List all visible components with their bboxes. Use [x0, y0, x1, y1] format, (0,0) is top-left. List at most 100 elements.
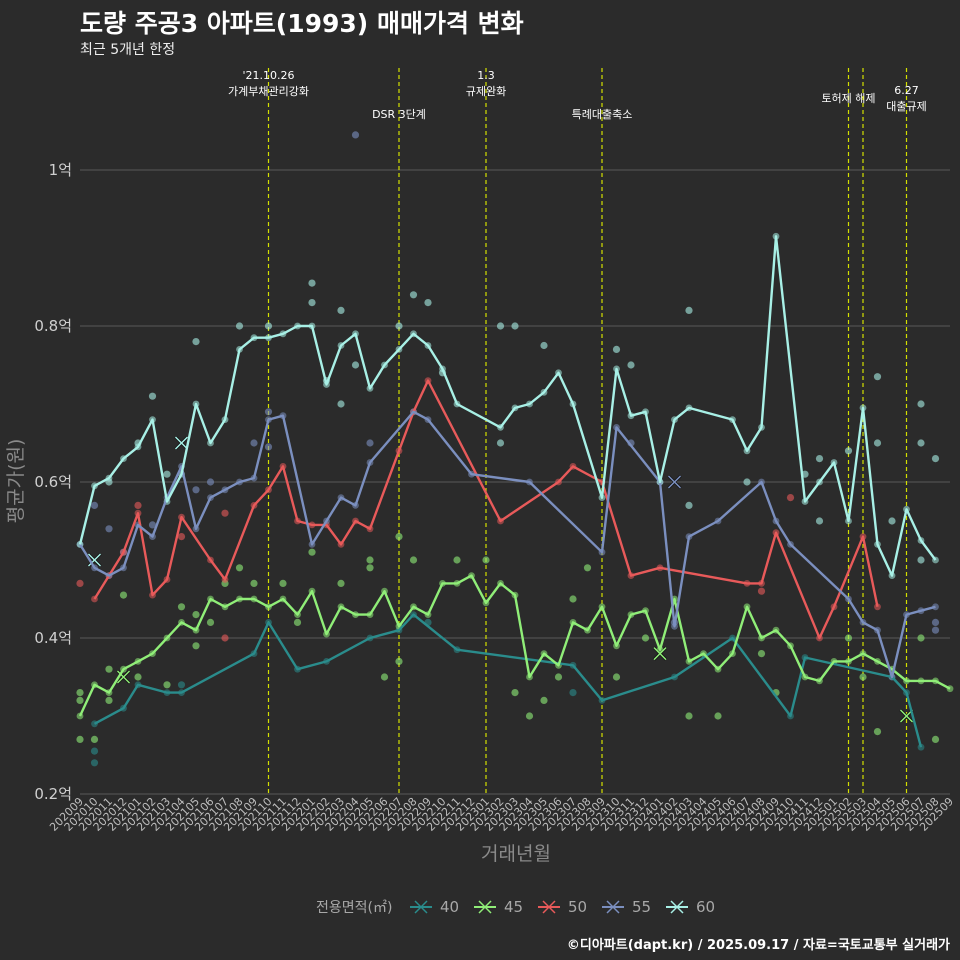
data-point: [293, 618, 302, 627]
data-point: [221, 634, 229, 642]
data-point: [177, 533, 186, 541]
data-point: [134, 673, 142, 681]
data-point: [337, 400, 345, 408]
source-caption: ©디아파트(dapt.kr) / 2025.09.17 / 자료=국토교통부 실…: [566, 938, 950, 953]
data-point: [511, 322, 519, 330]
data-point: [931, 626, 940, 634]
data-point: [192, 338, 200, 346]
data-point: [873, 728, 882, 736]
data-point: [308, 548, 316, 556]
data-point: [641, 634, 650, 642]
data-point: [90, 759, 99, 767]
data-point: [163, 681, 171, 689]
event-label: 가계부채관리강화: [228, 85, 309, 98]
data-point: [569, 689, 577, 697]
data-point: [90, 747, 99, 755]
legend-swatch-x: [542, 900, 556, 914]
data-point: [250, 439, 258, 447]
data-point: [177, 603, 186, 611]
y-tick-label: 0.8억: [34, 317, 72, 335]
event-label: 6.27: [894, 84, 919, 97]
data-point: [206, 618, 215, 627]
data-point: [105, 665, 113, 673]
point-marker-x: [667, 474, 682, 490]
data-point: [134, 501, 142, 509]
legend-swatch-x: [414, 900, 428, 914]
data-point: [235, 564, 244, 572]
data-point: [540, 341, 548, 350]
event-label: 토허제 해제: [821, 91, 875, 105]
data-point: [409, 291, 418, 299]
legend-label: 45: [504, 898, 523, 916]
data-point: [888, 517, 896, 525]
series-line-45: [78, 574, 951, 717]
data-point: [76, 696, 84, 705]
data-point: [844, 634, 853, 642]
legend-label: 60: [696, 898, 715, 916]
data-point: [873, 373, 882, 381]
series-point: [932, 603, 939, 611]
data-point: [496, 439, 505, 447]
data-point: [743, 478, 751, 486]
data-point: [264, 443, 273, 451]
data-point: [917, 634, 925, 642]
data-point: [264, 322, 273, 330]
data-point: [337, 306, 345, 314]
data-point: [351, 361, 360, 369]
series-line-60: [78, 235, 937, 577]
data-point: [583, 564, 592, 572]
event-label: 1.3: [477, 69, 495, 82]
x-axis-ticks: 2020092020102020112020122021012021022021…: [47, 795, 956, 834]
data-point: [482, 556, 490, 564]
data-point: [192, 642, 200, 650]
data-point: [148, 521, 157, 529]
data-point: [815, 455, 824, 463]
point-marker-x: [174, 435, 189, 451]
data-point: [366, 556, 374, 564]
point-marker-x: [116, 669, 131, 685]
data-point: [148, 392, 157, 400]
data-point: [453, 556, 461, 564]
event-label: 대출규제: [886, 100, 926, 113]
data-point: [235, 322, 244, 330]
series-line-40: [93, 613, 923, 748]
legend: 전용면적(㎡) 40 45 50 55 60: [316, 898, 715, 916]
data-point: [757, 650, 766, 658]
data-point: [279, 579, 287, 588]
data-point: [627, 361, 635, 369]
data-point: [714, 712, 722, 720]
point-marker-x: [87, 552, 102, 568]
legend-label: 50: [568, 898, 587, 916]
data-point: [511, 689, 519, 697]
data-point: [206, 478, 215, 486]
data-point: [192, 486, 200, 494]
data-point: [685, 501, 693, 509]
data-point: [395, 657, 403, 666]
data-point: [177, 681, 186, 689]
data-point: [859, 673, 867, 681]
data-point: [105, 696, 113, 705]
data-point: [76, 579, 84, 588]
series-line-50: [93, 379, 879, 640]
data-point: [395, 322, 403, 330]
data-point: [163, 470, 171, 478]
y-tick-label: 0.6억: [34, 473, 72, 491]
data-point: [308, 279, 316, 287]
legend-item-50: 50: [538, 898, 587, 916]
data-point: [612, 673, 621, 681]
legend-title: 전용면적(㎡): [316, 900, 392, 916]
data-point: [90, 735, 99, 744]
data-point: [917, 400, 925, 408]
event-label: 특례대출축소: [572, 108, 633, 121]
data-point: [685, 712, 693, 720]
data-point: [540, 696, 548, 705]
data-point: [424, 299, 432, 307]
legend-swatch-x: [478, 900, 492, 914]
data-point: [90, 501, 99, 509]
data-point: [76, 735, 84, 744]
data-point: [250, 579, 258, 588]
data-point: [308, 299, 316, 307]
data-point: [496, 322, 505, 330]
